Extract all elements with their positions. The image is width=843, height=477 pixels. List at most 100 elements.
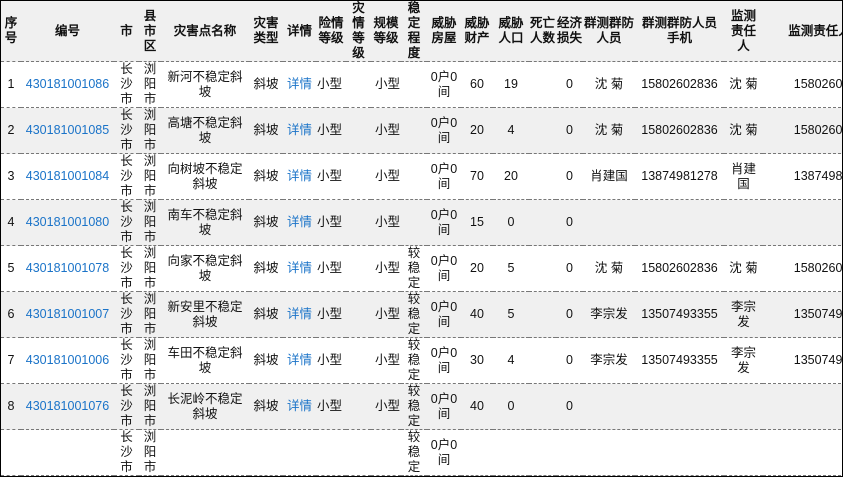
cell-stability bbox=[401, 199, 427, 246]
cell-deaths bbox=[529, 153, 556, 200]
cell-responsible-phone: 15802602836 bbox=[763, 61, 842, 108]
cell-scale-level: 小型 bbox=[371, 107, 401, 154]
column-header-county: 县市区 bbox=[139, 1, 161, 62]
cell-threat-property: 40 bbox=[461, 291, 493, 338]
code-link[interactable]: 430181001080 bbox=[25, 215, 110, 229]
cell-index: 4 bbox=[1, 199, 21, 246]
cell-type bbox=[249, 429, 283, 476]
cell-threat-houses: 0户0间 bbox=[427, 337, 461, 384]
cell-responsible-phone: 13507493355 bbox=[763, 337, 842, 384]
cell-threat-population: 5 bbox=[493, 291, 529, 338]
cell-threat-houses: 0户0间 bbox=[427, 107, 461, 154]
code-link[interactable]: 430181001078 bbox=[25, 261, 110, 275]
table-header-row: 序号 编号市县市区 灾害点名称 灾害类型 详情 险情等级 灾情等级 规模等级 稳定程度 威胁房屋威… bbox=[1, 1, 842, 62]
cell-detail bbox=[283, 429, 316, 476]
code-link[interactable]: 430181001006 bbox=[25, 353, 110, 367]
detail-link[interactable]: 详情 bbox=[286, 261, 312, 275]
cell-scale-level bbox=[371, 429, 401, 476]
cell-monitor-phone bbox=[635, 383, 724, 430]
cell-deaths bbox=[529, 61, 556, 108]
cell-city: 长沙市 bbox=[114, 199, 139, 246]
cell-threat-houses: 0户0间 bbox=[427, 153, 461, 200]
column-header-stability: 稳定程度 bbox=[401, 1, 427, 62]
cell-disaster-level bbox=[346, 199, 371, 246]
cell-responsible-person bbox=[724, 199, 763, 246]
cell-economic-loss bbox=[556, 429, 583, 476]
column-header-threat-property: 威胁财产 bbox=[461, 1, 493, 62]
cell-disaster-level bbox=[346, 61, 371, 108]
cell-name: 高塘不稳定斜坡 bbox=[161, 107, 249, 154]
code-link[interactable]: 430181001086 bbox=[25, 77, 110, 91]
cell-city: 长沙市 bbox=[114, 245, 139, 292]
cell-detail: 详情 bbox=[283, 107, 316, 154]
cell-danger-level: 小型 bbox=[316, 61, 346, 108]
cell-stability bbox=[401, 61, 427, 108]
cell-economic-loss: 0 bbox=[556, 153, 583, 200]
detail-link[interactable]: 详情 bbox=[286, 169, 312, 183]
cell-scale-level: 小型 bbox=[371, 61, 401, 108]
cell-threat-population: 0 bbox=[493, 383, 529, 430]
cell-threat-population: 0 bbox=[493, 199, 529, 246]
cell-detail: 详情 bbox=[283, 337, 316, 384]
cell-deaths bbox=[529, 107, 556, 154]
cell-threat-property: 70 bbox=[461, 153, 493, 200]
cell-monitor-person bbox=[583, 429, 635, 476]
cell-threat-property: 30 bbox=[461, 337, 493, 384]
cell-economic-loss: 0 bbox=[556, 337, 583, 384]
cell-name: 长泥岭不稳定斜坡 bbox=[161, 383, 249, 430]
detail-link[interactable]: 详情 bbox=[286, 399, 312, 413]
cell-name: 新安里不稳定斜坡 bbox=[161, 291, 249, 338]
detail-link[interactable]: 详情 bbox=[286, 307, 312, 321]
code-link[interactable]: 430181001076 bbox=[25, 399, 110, 413]
column-header-detail: 详情 bbox=[283, 1, 316, 62]
cell-city: 长沙市 bbox=[114, 383, 139, 430]
cell-monitor-person: 李宗发 bbox=[583, 337, 635, 384]
cell-stability bbox=[401, 107, 427, 154]
table-row: 长沙市 浏阳市 较稳定 0户0间 bbox=[1, 429, 842, 476]
cell-detail: 详情 bbox=[283, 153, 316, 200]
cell-monitor-person bbox=[583, 383, 635, 430]
detail-link[interactable]: 详情 bbox=[286, 77, 312, 91]
cell-stability: 较稳定 bbox=[401, 245, 427, 292]
cell-name: 向家不稳定斜坡 bbox=[161, 245, 249, 292]
column-header-danger-level: 险情等级 bbox=[316, 1, 346, 62]
cell-responsible-person: 沈 菊 bbox=[724, 245, 763, 292]
cell-detail: 详情 bbox=[283, 383, 316, 430]
code-link[interactable]: 430181001085 bbox=[25, 123, 110, 137]
code-link[interactable]: 430181001084 bbox=[25, 169, 110, 183]
cell-economic-loss: 0 bbox=[556, 383, 583, 430]
cell-threat-population: 20 bbox=[493, 153, 529, 200]
cell-detail: 详情 bbox=[283, 61, 316, 108]
cell-responsible-person: 沈 菊 bbox=[724, 107, 763, 154]
cell-index: 3 bbox=[1, 153, 21, 200]
detail-link[interactable]: 详情 bbox=[286, 353, 312, 367]
cell-threat-property: 20 bbox=[461, 245, 493, 292]
detail-link[interactable]: 详情 bbox=[286, 123, 312, 137]
column-header-monitor-phone: 群测群防人员手机 bbox=[635, 1, 724, 62]
cell-scale-level: 小型 bbox=[371, 291, 401, 338]
cell-threat-population: 4 bbox=[493, 337, 529, 384]
column-header-city: 市 bbox=[114, 1, 139, 62]
cell-code: 430181001078 bbox=[21, 245, 114, 292]
code-link[interactable]: 430181001007 bbox=[25, 307, 110, 321]
column-header-monitor-person: 群测群防人员 bbox=[583, 1, 635, 62]
cell-index: 6 bbox=[1, 291, 21, 338]
table-row: 7 430181001006 长沙市 浏阳市 车田不稳定斜坡 斜坡 详情 小型 小型 较稳定 0户0… bbox=[1, 337, 842, 384]
cell-deaths bbox=[529, 429, 556, 476]
table-row: 3 430181001084 长沙市 浏阳市 向树坡不稳定斜坡 斜坡 详情 小型 小型 0户0间 7… bbox=[1, 153, 842, 200]
cell-responsible-person: 李宗发 bbox=[724, 337, 763, 384]
cell-disaster-level bbox=[346, 429, 371, 476]
detail-link[interactable]: 详情 bbox=[286, 215, 312, 229]
cell-monitor-phone: 13507493355 bbox=[635, 337, 724, 384]
cell-detail: 详情 bbox=[283, 291, 316, 338]
cell-code: 430181001007 bbox=[21, 291, 114, 338]
cell-threat-houses: 0户0间 bbox=[427, 61, 461, 108]
cell-threat-population: 5 bbox=[493, 245, 529, 292]
cell-economic-loss: 0 bbox=[556, 291, 583, 338]
cell-economic-loss: 0 bbox=[556, 245, 583, 292]
column-header-index: 序号 bbox=[1, 1, 21, 62]
cell-city: 长沙市 bbox=[114, 61, 139, 108]
cell-county: 浏阳市 bbox=[139, 429, 161, 476]
cell-monitor-person: 李宗发 bbox=[583, 291, 635, 338]
